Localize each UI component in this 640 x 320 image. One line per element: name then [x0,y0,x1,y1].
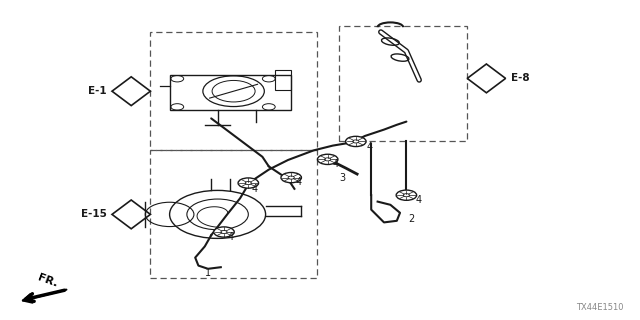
Bar [339,26,467,141]
Text: 4: 4 [366,142,372,152]
Circle shape [396,190,417,200]
Text: E-8: E-8 [511,73,529,84]
Text: 4: 4 [228,232,234,243]
Text: TX44E1510: TX44E1510 [577,303,624,312]
Text: 4: 4 [296,177,302,188]
Text: 2: 2 [408,214,415,224]
Text: E-1: E-1 [88,86,107,96]
Text: 4: 4 [332,159,339,170]
Circle shape [214,227,234,237]
Bar [150,32,317,150]
Bar [150,150,317,278]
Text: 4: 4 [415,195,422,205]
Text: FR.: FR. [36,273,60,289]
Circle shape [317,154,338,164]
Bar [170,75,291,110]
Circle shape [281,172,301,183]
Text: 4: 4 [252,184,258,194]
Bar [275,70,291,90]
Text: 3: 3 [339,172,346,183]
Circle shape [238,178,259,188]
Text: E-15: E-15 [81,209,107,220]
Circle shape [346,136,366,147]
Text: 1: 1 [205,268,211,278]
